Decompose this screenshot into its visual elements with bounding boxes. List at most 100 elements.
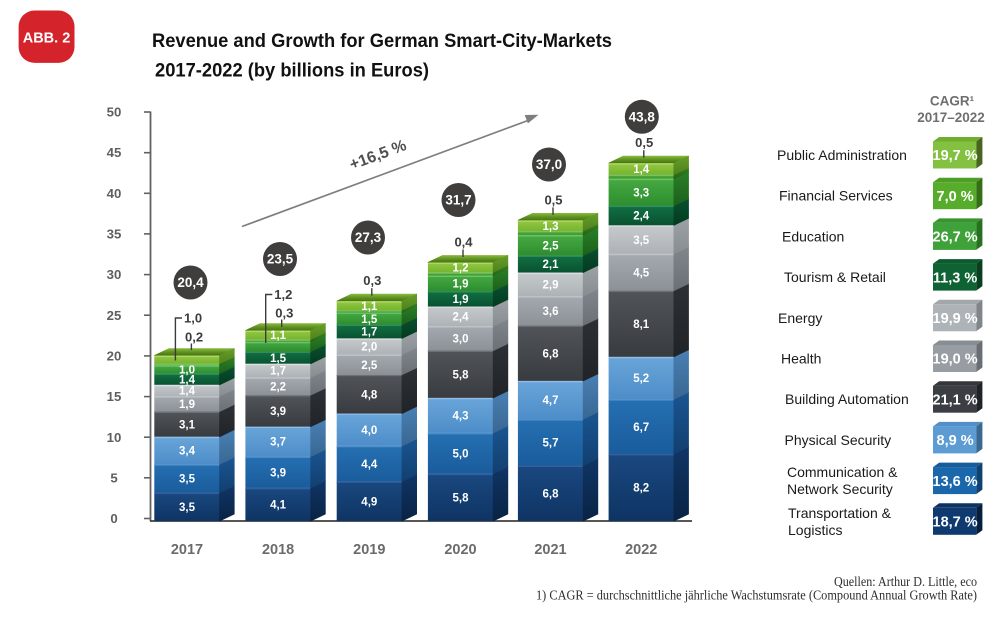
svg-text:4,1: 4,1 <box>270 500 287 512</box>
svg-text:2017: 2017 <box>171 542 203 558</box>
svg-text:20: 20 <box>107 349 122 364</box>
svg-text:3,3: 3,3 <box>633 187 649 199</box>
svg-text:40: 40 <box>107 186 122 201</box>
svg-text:13,6 %: 13,6 % <box>933 474 978 490</box>
svg-text:20,4: 20,4 <box>177 275 204 290</box>
svg-text:5,7: 5,7 <box>543 438 559 450</box>
svg-text:21,1 %: 21,1 % <box>933 392 978 408</box>
svg-text:3,1: 3,1 <box>179 419 196 431</box>
svg-text:45: 45 <box>107 145 122 160</box>
svg-text:1,2: 1,2 <box>274 287 292 302</box>
svg-text:1,1: 1,1 <box>361 301 378 313</box>
svg-text:4,5: 4,5 <box>633 268 650 280</box>
svg-text:30: 30 <box>107 267 122 282</box>
svg-text:8,1: 8,1 <box>633 319 650 331</box>
svg-text:1,0: 1,0 <box>184 311 202 326</box>
svg-text:2018: 2018 <box>262 542 294 558</box>
svg-text:10: 10 <box>107 430 122 445</box>
svg-text:26,7 %: 26,7 % <box>933 230 978 246</box>
svg-text:1,9: 1,9 <box>179 399 195 411</box>
svg-text:Health: Health <box>781 351 821 367</box>
svg-text:2019: 2019 <box>353 542 385 558</box>
svg-text:0,3: 0,3 <box>275 306 293 321</box>
svg-text:5: 5 <box>110 470 117 485</box>
svg-text:4,7: 4,7 <box>543 395 559 407</box>
svg-text:35: 35 <box>107 227 122 242</box>
svg-text:Education: Education <box>782 228 844 244</box>
svg-text:Quellen: Arthur D. Little, eco: Quellen: Arthur D. Little, eco <box>834 575 977 590</box>
svg-text:2022: 2022 <box>625 542 657 558</box>
svg-text:Tourism & Retail: Tourism & Retail <box>784 269 886 285</box>
svg-text:8,9 %: 8,9 % <box>937 433 974 449</box>
svg-text:23,5: 23,5 <box>267 252 294 267</box>
svg-text:ABB. 2: ABB. 2 <box>23 31 71 47</box>
svg-text:Energy: Energy <box>778 310 822 326</box>
svg-text:Logistics: Logistics <box>788 522 842 538</box>
svg-text:2,0: 2,0 <box>361 342 377 354</box>
svg-text:5,8: 5,8 <box>453 369 470 381</box>
svg-text:1,9: 1,9 <box>453 294 469 306</box>
svg-text:2,9: 2,9 <box>543 280 559 292</box>
svg-text:3,9: 3,9 <box>270 467 286 479</box>
svg-text:25: 25 <box>107 308 122 323</box>
svg-text:Financial Services: Financial Services <box>779 188 893 204</box>
svg-text:1,9: 1,9 <box>453 279 469 291</box>
svg-text:0,3: 0,3 <box>363 273 381 288</box>
svg-text:43,8: 43,8 <box>629 110 656 125</box>
svg-text:Building Automation: Building Automation <box>785 391 909 407</box>
svg-text:2020: 2020 <box>444 542 476 558</box>
svg-text:1,3: 1,3 <box>543 221 559 233</box>
svg-text:18,7 %: 18,7 % <box>933 515 978 531</box>
svg-text:1,7: 1,7 <box>270 366 286 378</box>
svg-text:19,0 %: 19,0 % <box>933 352 978 368</box>
svg-text:3,5: 3,5 <box>179 502 196 514</box>
svg-text:Public Administration: Public Administration <box>777 147 907 163</box>
svg-text:4,4: 4,4 <box>361 459 378 471</box>
svg-text:11,3 %: 11,3 % <box>933 270 977 286</box>
svg-text:4,9: 4,9 <box>361 496 377 508</box>
svg-text:1,4: 1,4 <box>179 386 196 398</box>
svg-text:Transportation &: Transportation & <box>788 505 892 521</box>
svg-text:2,4: 2,4 <box>453 312 470 324</box>
svg-text:1,4: 1,4 <box>179 374 196 386</box>
svg-text:0,4: 0,4 <box>454 235 473 250</box>
svg-text:2021: 2021 <box>534 542 566 558</box>
svg-text:5,0: 5,0 <box>453 449 469 461</box>
svg-text:19,9 %: 19,9 % <box>933 311 978 327</box>
svg-text:0: 0 <box>110 511 117 526</box>
svg-text:31,7: 31,7 <box>445 193 471 208</box>
svg-text:50: 50 <box>107 105 122 120</box>
svg-text:1,4: 1,4 <box>633 164 650 176</box>
svg-text:3,6: 3,6 <box>543 306 559 318</box>
svg-text:4,8: 4,8 <box>361 389 378 401</box>
svg-text:3,5: 3,5 <box>633 235 650 247</box>
svg-text:2,2: 2,2 <box>270 382 286 394</box>
svg-text:CAGR¹: CAGR¹ <box>930 94 975 109</box>
svg-text:0,5: 0,5 <box>544 192 562 207</box>
svg-text:8,2: 8,2 <box>633 483 649 495</box>
svg-text:1,2: 1,2 <box>453 263 469 275</box>
svg-text:3,0: 3,0 <box>453 334 469 346</box>
svg-text:3,5: 3,5 <box>179 474 196 486</box>
svg-text:15: 15 <box>107 389 122 404</box>
svg-text:1,5: 1,5 <box>361 314 378 326</box>
svg-text:6,7: 6,7 <box>633 422 649 434</box>
svg-text:2017-2022 (by billions in Euro: 2017-2022 (by billions in Euros) <box>155 60 429 82</box>
svg-text:1,0: 1,0 <box>179 365 195 377</box>
svg-text:1,1: 1,1 <box>270 330 287 342</box>
svg-text:5,8: 5,8 <box>453 493 470 505</box>
svg-text:4,0: 4,0 <box>361 425 377 437</box>
svg-text:Communication &: Communication & <box>787 464 898 480</box>
svg-text:0,2: 0,2 <box>185 330 203 345</box>
svg-text:3,4: 3,4 <box>179 446 196 458</box>
svg-text:2,1: 2,1 <box>543 259 560 271</box>
svg-text:2,4: 2,4 <box>633 211 650 223</box>
svg-text:6,8: 6,8 <box>543 489 560 501</box>
svg-text:2,5: 2,5 <box>361 360 378 372</box>
svg-text:2017–2022: 2017–2022 <box>917 110 985 125</box>
svg-text:Revenue and Growth for German: Revenue and Growth for German Smart-City… <box>152 30 612 52</box>
svg-text:27,3: 27,3 <box>355 230 382 245</box>
svg-text:0,5: 0,5 <box>635 135 653 150</box>
svg-text:1,5: 1,5 <box>270 353 287 365</box>
svg-text:Physical Security: Physical Security <box>785 432 892 448</box>
